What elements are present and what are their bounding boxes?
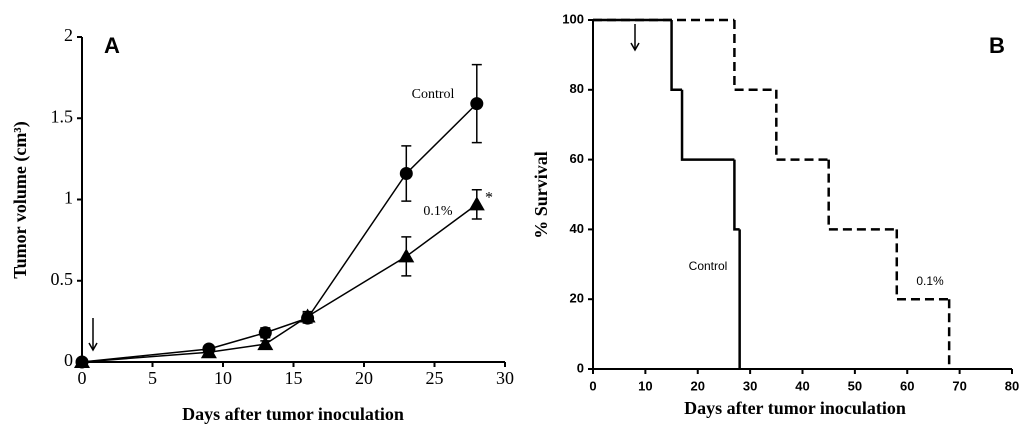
x-tick-label: 20 (355, 368, 373, 388)
x-tick-label: 30 (743, 378, 757, 393)
marker (200, 344, 217, 359)
y-tick-label: 2 (64, 25, 73, 45)
step-segment (733, 159, 740, 231)
panel-label: A (104, 33, 120, 58)
series-line (81, 103, 478, 363)
marker (299, 308, 316, 323)
series-label: 0.1% (916, 274, 944, 288)
marker (398, 248, 415, 263)
x-tick-label: 60 (900, 378, 914, 393)
x-tick-label: 70 (952, 378, 966, 393)
step-segment (680, 89, 735, 161)
marker (399, 167, 413, 180)
x-tick-label: 30 (496, 368, 514, 388)
x-axis-title: Days after tumor inoculation (182, 404, 404, 424)
y-tick-label: 40 (570, 221, 584, 236)
series-label: Control (412, 87, 455, 102)
step-segment (670, 20, 683, 92)
annotation: * (485, 190, 493, 207)
step-segment (733, 20, 777, 92)
x-tick-label: 0 (589, 378, 596, 393)
y-tick-label: 0 (577, 360, 584, 375)
y-tick-label: 80 (570, 81, 584, 96)
step-segment (895, 229, 950, 301)
y-tick-label: 1 (64, 188, 73, 208)
step-segment (775, 89, 829, 161)
x-tick-label: 0 (78, 368, 87, 388)
arrow-head (88, 342, 98, 352)
x-tick-label: 5 (148, 368, 157, 388)
arrow-head (630, 42, 640, 52)
x-tick-label: 80 (1005, 378, 1019, 393)
x-tick-label: 40 (795, 378, 809, 393)
x-tick-label: 50 (848, 378, 862, 393)
step-segment (827, 159, 897, 231)
x-tick-label: 10 (638, 378, 652, 393)
x-axis-title: Days after tumor inoculation (684, 398, 906, 418)
y-axis-title: Tumor volume (cm³) (10, 121, 31, 278)
y-tick-label: 100 (562, 11, 584, 26)
x-tick-label: 25 (426, 368, 444, 388)
x-tick-label: 10 (214, 368, 232, 388)
y-tick-label: 0.5 (51, 269, 74, 289)
marker (257, 336, 274, 351)
series-line (81, 203, 478, 363)
y-axis-title: % Survival (531, 151, 551, 239)
y-tick-label: 0 (64, 350, 73, 370)
marker (470, 97, 484, 111)
marker (74, 354, 90, 368)
y-tick-label: 1.5 (51, 106, 74, 126)
series-label: 0.1% (423, 204, 453, 219)
x-tick-label: 15 (285, 368, 303, 388)
panel-label: B (989, 33, 1005, 58)
x-tick-label: 20 (691, 378, 705, 393)
marker (258, 326, 272, 340)
y-tick-label: 20 (570, 291, 584, 306)
marker (468, 196, 485, 211)
series-label: Control (689, 259, 728, 273)
y-tick-label: 60 (570, 151, 584, 166)
